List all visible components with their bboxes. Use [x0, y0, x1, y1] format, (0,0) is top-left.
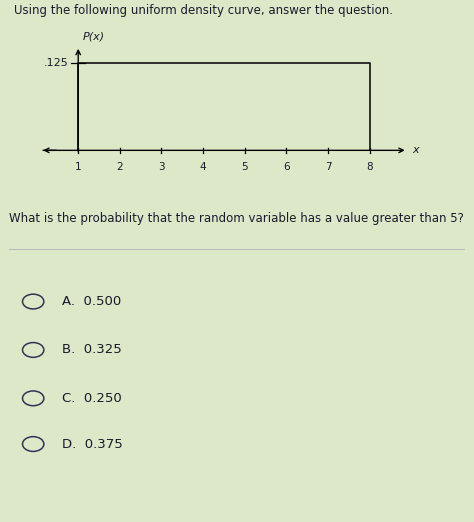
- Text: D.  0.375: D. 0.375: [62, 437, 122, 450]
- Text: 4: 4: [200, 162, 207, 172]
- Text: Using the following uniform density curve, answer the question.: Using the following uniform density curv…: [14, 4, 393, 17]
- Text: 6: 6: [283, 162, 290, 172]
- Text: 5: 5: [241, 162, 248, 172]
- Text: 1: 1: [75, 162, 82, 172]
- Text: .125: .125: [44, 57, 69, 68]
- Text: 8: 8: [366, 162, 373, 172]
- Text: 3: 3: [158, 162, 165, 172]
- Text: C.  0.250: C. 0.250: [62, 392, 121, 405]
- Text: x: x: [412, 145, 419, 156]
- Text: What is the probability that the random variable has a value greater than 5?: What is the probability that the random …: [9, 212, 465, 226]
- Text: 7: 7: [325, 162, 331, 172]
- Text: 2: 2: [117, 162, 123, 172]
- Text: B.  0.325: B. 0.325: [62, 343, 121, 357]
- Text: P(x): P(x): [83, 32, 105, 42]
- Text: A.  0.500: A. 0.500: [62, 295, 121, 308]
